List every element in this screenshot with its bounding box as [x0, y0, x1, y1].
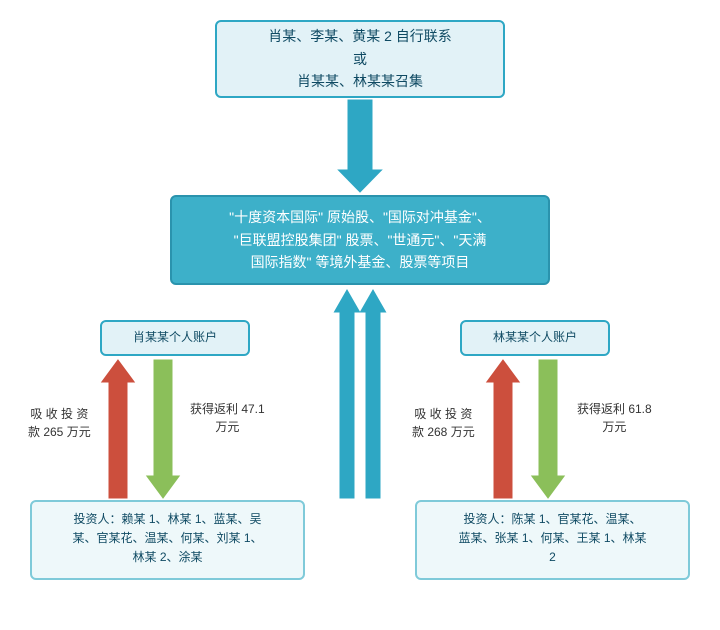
center-node: "十度资本国际" 原始股、"国际对冲基金"、"巨联盟控股集团" 股票、"世通元"… [170, 195, 550, 285]
investors-right-node: 投资人：陈某 1、官某花、温某、蓝某、张某 1、何某、王某 1、林某2 [415, 500, 690, 580]
account-left-node: 肖某某个人账户 [100, 320, 250, 356]
account-right-node: 林某某个人账户 [460, 320, 610, 356]
return-right-label: 获得返利 61.8万元 [577, 400, 652, 436]
account-right-label: 林某某个人账户 [493, 328, 577, 347]
top-node: 肖某、李某、黄某 2 自行联系或肖某某、林某某召集 [215, 20, 505, 98]
return-left-label: 获得返利 47.1万元 [190, 400, 265, 436]
investors-left-node: 投资人：赖某 1、林某 1、蓝某、吴某、官某花、温某、何某、刘某 1、林某 2、… [30, 500, 305, 580]
account-left-label: 肖某某个人账户 [133, 328, 217, 347]
invest-right-label: 吸 收 投 资款 268 万元 [412, 405, 475, 441]
invest-left-label: 吸 收 投 资款 265 万元 [28, 405, 91, 441]
